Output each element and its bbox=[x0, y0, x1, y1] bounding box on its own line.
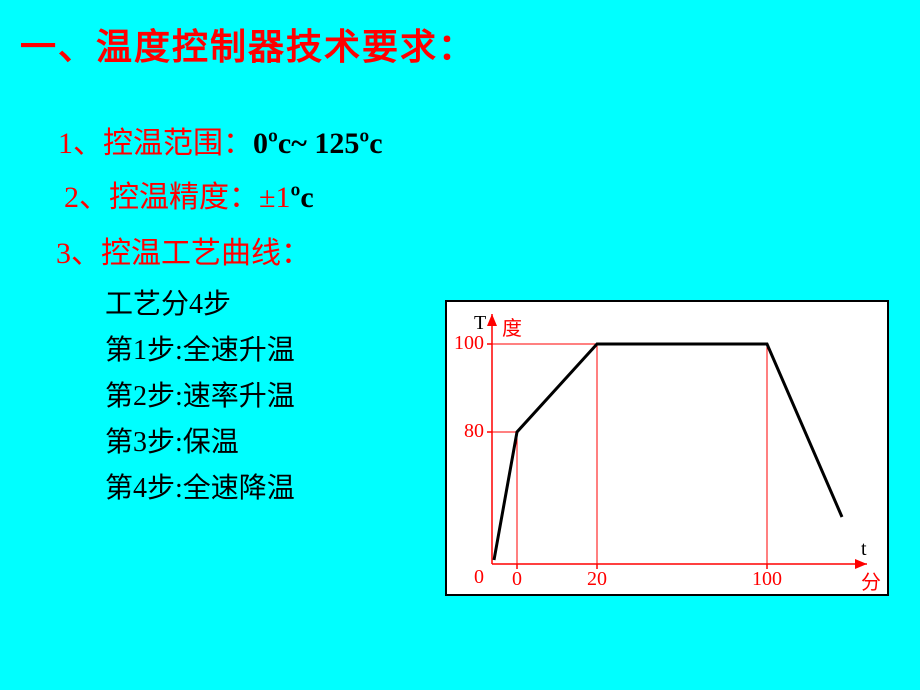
steps-header: 工艺分4步 bbox=[105, 282, 295, 328]
requirement-2: 2、控温精度：±1ºc bbox=[64, 172, 314, 216]
slide: 一、温度控制器技术要求： 1、控温范围：0ºc~ 125ºc 2、控温精度：±1… bbox=[0, 0, 920, 690]
step-3: 第3步:保温 bbox=[105, 420, 295, 466]
process-steps: 工艺分4步 第1步:全速升温 第2步:速率升温 第3步:保温 第4步:全速降温 bbox=[105, 282, 295, 512]
process-curve-chart: T度t分010080020100 bbox=[445, 300, 889, 596]
step-4: 第4步:全速降温 bbox=[105, 466, 295, 512]
section-title: 一、温度控制器技术要求： bbox=[20, 18, 476, 70]
requirement-1: 1、控温范围：0ºc~ 125ºc bbox=[58, 118, 383, 162]
req2-deg: ºc bbox=[290, 181, 313, 214]
chart-svg bbox=[447, 302, 887, 594]
step-1: 第1步:全速升温 bbox=[105, 328, 295, 374]
req1-prefix: 1、控温范围： bbox=[58, 127, 253, 160]
req1-range: 0ºc~ 125ºc bbox=[253, 127, 383, 160]
requirement-3: 3、控温工艺曲线： bbox=[56, 228, 311, 272]
req2-prefix: 2、控温精度：±1 bbox=[64, 181, 290, 214]
step-2: 第2步:速率升温 bbox=[105, 374, 295, 420]
